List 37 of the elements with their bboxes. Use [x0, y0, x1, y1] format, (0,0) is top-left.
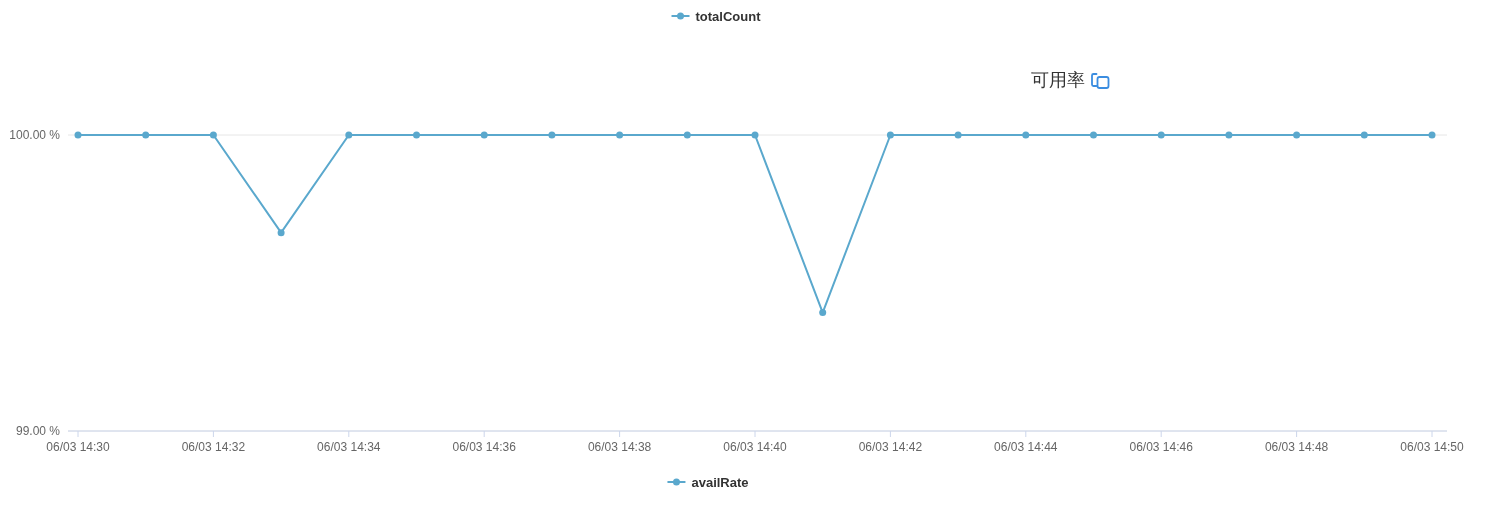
x-tick-label: 06/03 14:34 — [317, 440, 381, 454]
point — [1157, 131, 1165, 139]
point — [345, 131, 353, 139]
point — [1022, 131, 1030, 139]
point — [480, 131, 488, 139]
point — [683, 131, 691, 139]
y-tick-label: 99.00 % — [15, 424, 61, 438]
x-tick-label: 06/03 14:30 — [46, 440, 111, 454]
legend-label: availRate — [691, 475, 749, 490]
x-tick-label: 06/03 14:48 — [1264, 440, 1329, 454]
point — [277, 229, 285, 237]
point — [1293, 131, 1301, 139]
point — [413, 131, 420, 139]
x-tick-label: 06/03 14:32 — [181, 440, 246, 454]
x-tick-label: 06/03 14:38 — [587, 440, 652, 454]
point — [142, 131, 150, 139]
x-tick-label: 06/03 14:42 — [858, 440, 923, 454]
point — [1360, 131, 1368, 139]
point — [886, 131, 894, 139]
point — [1428, 131, 1436, 139]
x-tick-label: 06/03 14:36 — [452, 440, 517, 454]
point — [954, 131, 962, 139]
point — [1090, 131, 1097, 139]
x-tick-label: 06/03 14:50 — [1400, 440, 1465, 454]
y-tick-label: 100.00 % — [9, 128, 61, 142]
point — [616, 131, 624, 139]
point — [819, 309, 827, 317]
x-tick-label: 06/03 14:44 — [994, 440, 1058, 454]
point — [751, 131, 759, 139]
point — [1225, 131, 1233, 139]
x-tick-label: 06/03 14:40 — [723, 440, 788, 454]
point — [548, 131, 556, 139]
x-tick-label: 06/03 14:46 — [1129, 440, 1194, 454]
text: totalCount — [695, 9, 762, 24]
chart-title: 可用率 — [1030, 70, 1085, 90]
point — [209, 131, 217, 139]
point — [74, 131, 82, 139]
